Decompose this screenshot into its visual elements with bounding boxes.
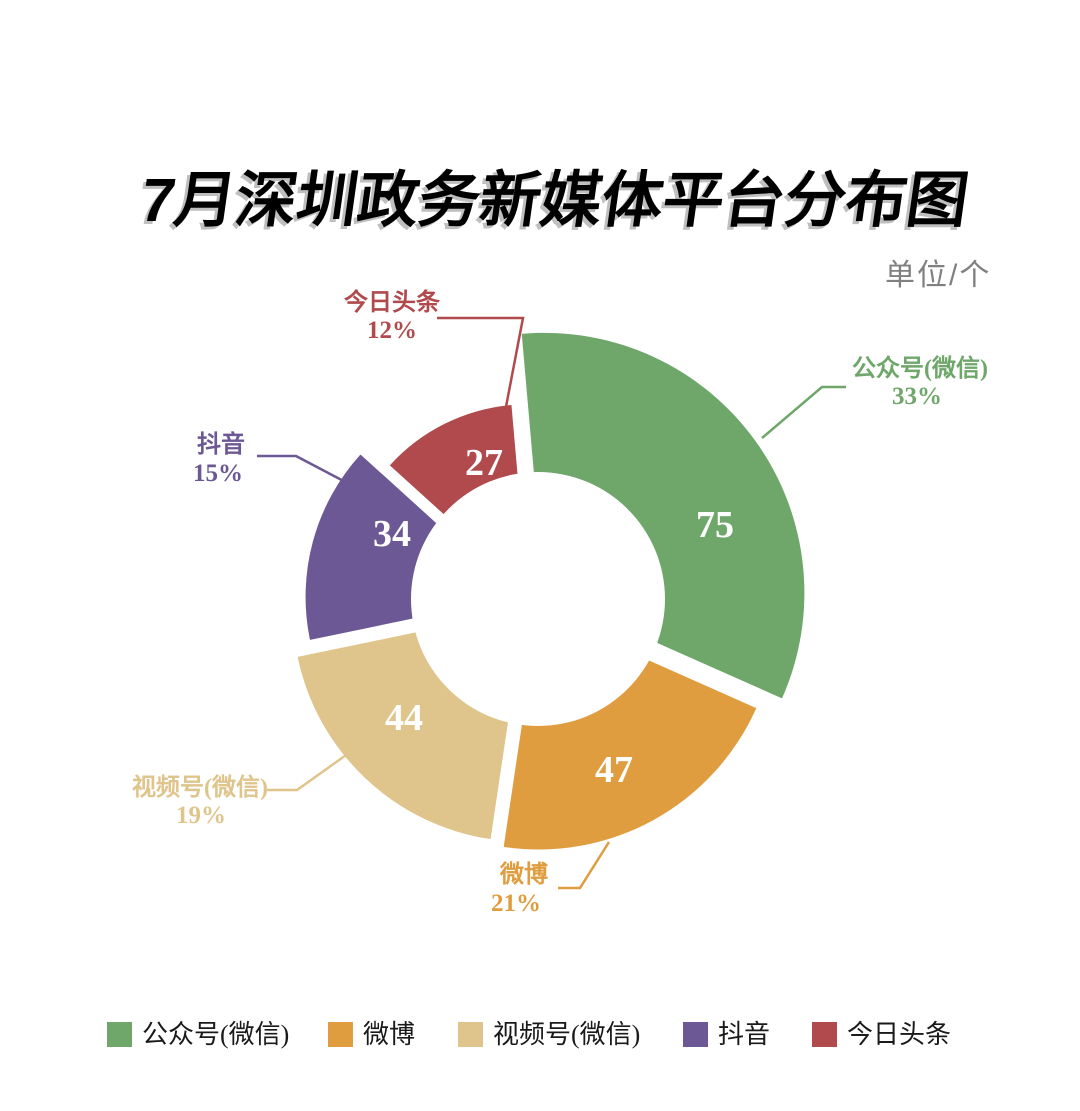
callout-percent-0: 33%: [892, 383, 942, 410]
callout-name-2: 视频号(微信): [132, 773, 268, 801]
unit-label: 单位/个: [885, 259, 992, 292]
callout-name-4: 今日头条: [344, 288, 441, 316]
legend-item-0: 公众号(微信): [107, 1020, 290, 1049]
callout-percent-4: 12%: [367, 317, 417, 344]
legend-item-4: 今日头条: [812, 1020, 952, 1049]
callout-name-3: 抖音: [197, 430, 245, 458]
donut-hole: [411, 472, 665, 726]
callout-name-1: 微博: [499, 860, 548, 888]
slice-value-label-3: 34: [373, 513, 411, 555]
legend-label-3: 抖音: [718, 1020, 771, 1049]
callout-percent-3: 15%: [193, 460, 243, 487]
callout-name-0: 公众号(微信): [852, 354, 988, 382]
slice-value-label-1: 47: [595, 749, 633, 791]
leader-line-4: [437, 316, 525, 413]
slice-value-label-4: 27: [465, 442, 503, 484]
leader-line-0: [761, 385, 846, 439]
legend-swatch-0: [107, 1022, 132, 1047]
leader-line-1: [558, 841, 611, 890]
legend-label-0: 公众号(微信): [142, 1020, 290, 1049]
callout-percent-1: 21%: [491, 890, 541, 917]
legend-item-2: 视频号(微信): [458, 1020, 641, 1049]
callout-percent-2: 19%: [176, 802, 226, 829]
slice-value-label-0: 75: [696, 504, 734, 546]
legend-swatch-1: [328, 1022, 353, 1047]
legend-label-2: 视频号(微信): [493, 1020, 641, 1049]
legend-swatch-2: [458, 1022, 483, 1047]
legend-label-4: 今日头条: [847, 1020, 952, 1049]
slice-value-label-2: 44: [385, 697, 423, 739]
legend-item-1: 微博: [328, 1020, 416, 1049]
legend-label-1: 微博: [363, 1020, 416, 1049]
legend-swatch-4: [812, 1022, 837, 1047]
legend-swatch-3: [683, 1022, 708, 1047]
leader-line-2: [267, 746, 357, 792]
leader-line-3: [257, 454, 354, 488]
legend-item-3: 抖音: [683, 1020, 771, 1049]
